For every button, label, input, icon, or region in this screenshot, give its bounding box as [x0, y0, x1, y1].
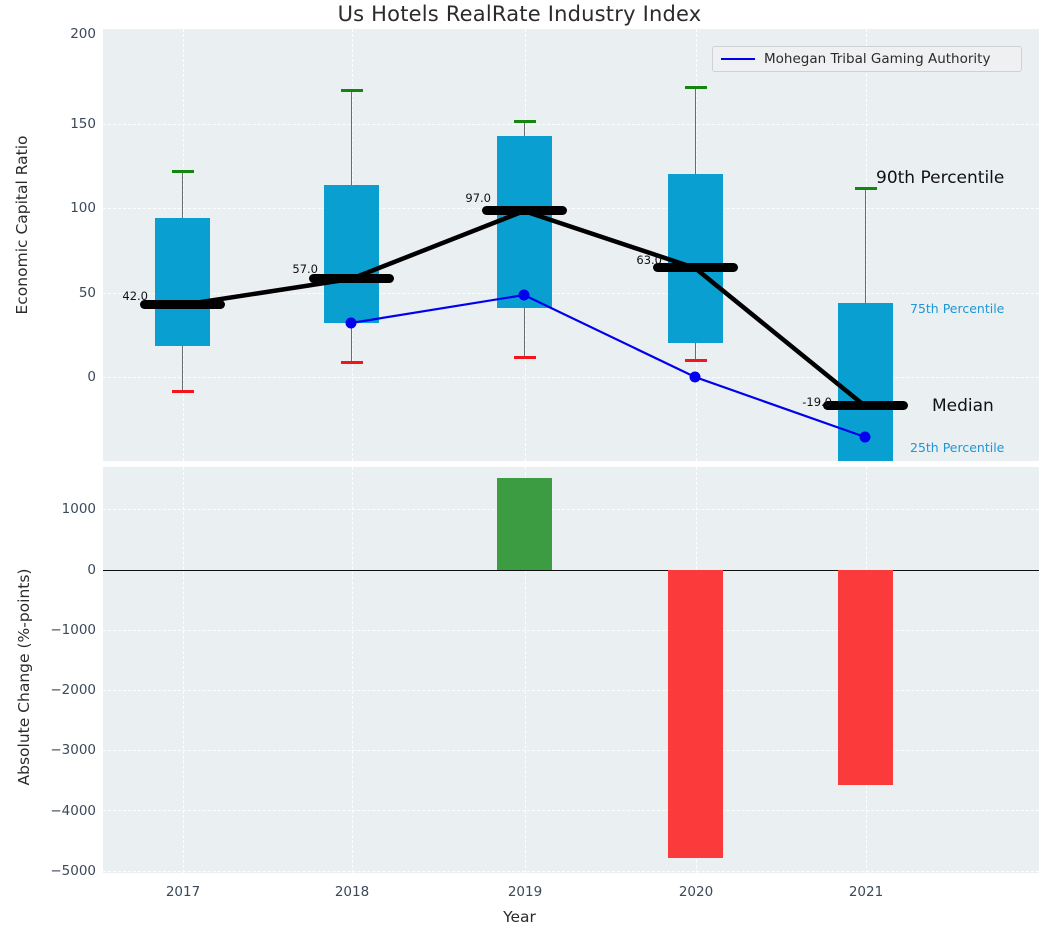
ytick-top-0: 200	[70, 26, 96, 42]
zero-baseline	[103, 570, 1039, 571]
ytick-bot-4: −3000	[50, 742, 96, 758]
bottom-y-axis-label: Absolute Change (%-points)	[15, 568, 33, 786]
annotation-90th-percentile: 90th Percentile	[876, 168, 1005, 188]
cap-p90-2021	[855, 187, 877, 190]
box-2018	[324, 185, 379, 323]
xtick-2019: 2019	[507, 884, 543, 900]
legend-label: Mohegan Tribal Gaming Authority	[764, 51, 991, 67]
cap-p10-2020	[685, 359, 707, 362]
cap-p90-2017	[172, 170, 194, 173]
gridline-neg1000	[103, 630, 1039, 631]
change-bar-2021	[838, 570, 893, 785]
ytick-bot-1: 0	[87, 562, 96, 578]
legend[interactable]: Mohegan Tribal Gaming Authority	[712, 46, 1022, 72]
gridline-neg1500	[103, 690, 1039, 691]
xtick-2020: 2020	[678, 884, 714, 900]
gridline-xb-2018	[352, 467, 353, 873]
gridline-1000	[103, 509, 1039, 510]
median-marker-2021	[823, 401, 908, 410]
median-value-2021: -19.0	[802, 395, 832, 409]
ytick-top-1: 150	[70, 116, 96, 132]
ytick-bot-0: 1000	[61, 501, 96, 517]
gridline-100	[103, 208, 1039, 209]
cap-p90-2020	[685, 86, 707, 89]
annotation-75th-percentile: 75th Percentile	[910, 301, 1005, 316]
box-2019	[497, 136, 552, 308]
ytick-bot-5: −4000	[50, 803, 96, 819]
gridline-neg3000	[103, 871, 1039, 872]
ytick-top-4: 0	[87, 369, 96, 385]
gridline-neg2000	[103, 750, 1039, 751]
ytick-bot-6: −5000	[50, 863, 96, 879]
median-value-2017: 42.0	[122, 289, 148, 303]
median-marker-2020	[653, 263, 738, 272]
median-marker-2018	[309, 274, 394, 283]
ytick-bot-3: −2000	[50, 682, 96, 698]
median-value-2020: 63.0	[636, 253, 662, 267]
median-marker-2017	[140, 300, 225, 309]
ytick-bot-2: −1000	[50, 622, 96, 638]
top-plot-area	[103, 29, 1039, 461]
median-value-2019: 97.0	[465, 191, 491, 205]
change-bar-2019	[497, 478, 552, 570]
box-2020	[668, 174, 723, 343]
cap-p90-2018	[341, 89, 363, 92]
median-value-2018: 57.0	[292, 262, 318, 276]
x-axis-label: Year	[503, 908, 536, 926]
annotation-25th-percentile: 25th Percentile	[910, 440, 1005, 455]
gridline-xb-2019	[525, 467, 526, 873]
xtick-2017: 2017	[165, 884, 201, 900]
cap-p10-2017	[172, 390, 194, 393]
gridline-50	[103, 293, 1039, 294]
box-2017	[155, 218, 210, 346]
cap-p10-2019	[514, 356, 536, 359]
gridline-150	[103, 124, 1039, 125]
xtick-2018: 2018	[334, 884, 370, 900]
change-bar-2020	[668, 570, 723, 858]
ytick-top-2: 100	[70, 200, 96, 216]
gridline-xb-2017	[183, 467, 184, 873]
gridline-x-2021	[866, 29, 867, 461]
chart-title: Us Hotels RealRate Industry Index	[337, 2, 702, 26]
annotation-median: Median	[932, 396, 994, 416]
xtick-2021: 2021	[848, 884, 884, 900]
top-y-axis-label: Economic Capital Ratio	[13, 135, 31, 315]
legend-line-swatch	[721, 58, 755, 60]
cap-p10-2018	[341, 361, 363, 364]
median-marker-2019	[482, 206, 567, 215]
box-2021	[838, 303, 893, 461]
ytick-top-3: 50	[78, 285, 96, 301]
gridline-neg2500	[103, 810, 1039, 811]
cap-p90-2019	[514, 120, 536, 123]
gridline-0	[103, 377, 1039, 378]
bottom-plot-area	[103, 467, 1039, 873]
